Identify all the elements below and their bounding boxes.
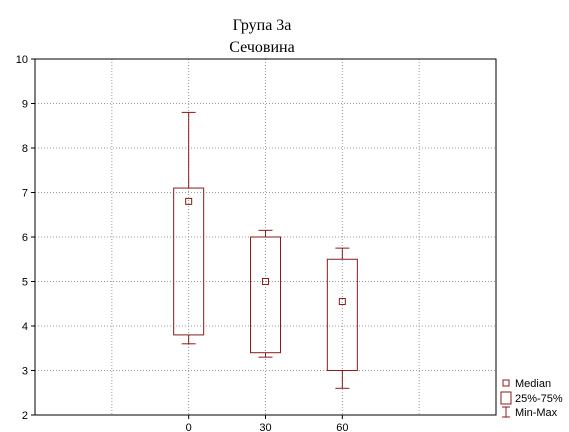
chart-title: Група 3а <box>233 17 292 34</box>
legend-iqr-swatch <box>500 391 512 405</box>
median-marker <box>262 278 269 285</box>
y-tick-label: 9 <box>22 99 28 111</box>
legend-median-swatch <box>502 379 510 387</box>
iqr-box <box>173 187 205 336</box>
y-tick-label: 7 <box>22 188 28 200</box>
y-tick-label: 8 <box>22 143 28 155</box>
box-60 <box>326 247 358 389</box>
median-marker <box>338 298 346 306</box>
legend-label: Min-Max <box>515 407 558 419</box>
iqr-box <box>326 258 358 371</box>
y-tick-label: 3 <box>22 366 28 378</box>
y-axis: 2 3 4 5 6 7 8 9 10 <box>16 54 35 422</box>
median-marker <box>185 197 193 205</box>
box-series <box>173 111 358 389</box>
box-30 <box>250 229 281 358</box>
y-tick-label: 5 <box>22 277 28 289</box>
box-0 <box>173 111 205 345</box>
chart-subtitle: Сечовина <box>229 39 294 56</box>
x-axis: 0 30 60 <box>186 415 348 432</box>
y-tick-label: 4 <box>22 321 28 333</box>
x-tick-label: 60 <box>336 422 348 432</box>
legend-label: Median <box>515 378 551 390</box>
legend: Median 25%-75% Min-Max <box>500 378 563 419</box>
x-tick-label: 30 <box>259 422 271 432</box>
y-tick-label: 2 <box>22 410 28 422</box>
x-tick-label: 0 <box>186 422 192 432</box>
iqr-box <box>250 236 281 354</box>
legend-label: 25%-75% <box>515 393 563 405</box>
y-tick-label: 6 <box>22 232 28 244</box>
y-tick-label: 10 <box>16 54 28 66</box>
